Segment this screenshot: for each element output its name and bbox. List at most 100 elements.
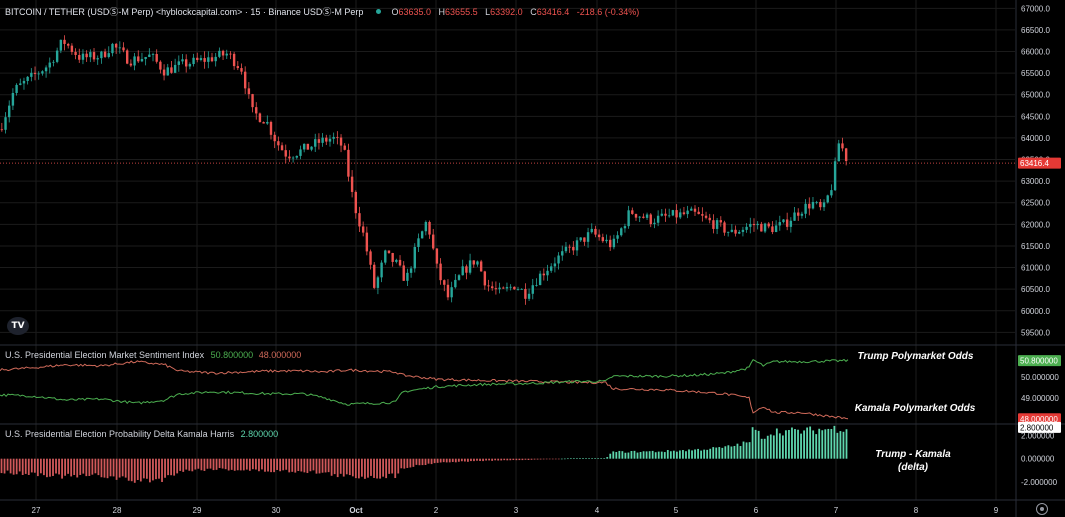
trump-odds-annotation: Trump Polymarket Odds bbox=[857, 351, 974, 362]
time-tick-label: 27 bbox=[32, 506, 41, 515]
kamala-odds-line bbox=[0, 360, 849, 420]
candle-body bbox=[468, 260, 472, 273]
candle-body bbox=[284, 150, 287, 157]
delta-bar bbox=[609, 453, 612, 459]
delta-bar bbox=[391, 458, 394, 474]
delta-bar bbox=[582, 458, 584, 459]
candle-body bbox=[542, 273, 546, 276]
candle-body bbox=[653, 222, 656, 225]
candle-body bbox=[561, 251, 564, 256]
price-tick-label: 66500.0 bbox=[1021, 26, 1050, 35]
candle-body bbox=[0, 129, 4, 131]
delta-bar bbox=[612, 451, 615, 459]
delta-bar bbox=[460, 458, 463, 462]
candle-body bbox=[730, 229, 734, 232]
delta-bar bbox=[503, 458, 506, 461]
time-axis[interactable]: 27 28 29 30 Oct 2 3 4 5 6 7 8 9 bbox=[32, 506, 999, 515]
candle-body bbox=[148, 54, 151, 57]
candle-body bbox=[358, 213, 361, 227]
delta-title[interactable]: U.S. Presidential Election Probability D… bbox=[5, 429, 235, 439]
candle-body bbox=[616, 235, 619, 239]
time-tick-label: 7 bbox=[834, 506, 839, 515]
delta-bar bbox=[182, 458, 185, 472]
delta-bar bbox=[297, 458, 300, 472]
candle-body bbox=[402, 265, 405, 281]
candle-body bbox=[538, 273, 542, 286]
delta-bar bbox=[339, 458, 342, 474]
candle-body bbox=[52, 61, 55, 63]
time-tick-label: 3 bbox=[514, 506, 519, 515]
candle-body bbox=[498, 287, 501, 290]
candle-body bbox=[745, 226, 748, 230]
delta-bar bbox=[397, 458, 400, 474]
tradingview-logo[interactable]: TV bbox=[7, 317, 29, 335]
candle-body bbox=[126, 50, 129, 64]
sentiment-axis[interactable]: 50.000000 49.000000 bbox=[1021, 373, 1059, 403]
settings-icon[interactable] bbox=[1036, 503, 1048, 515]
candle-body bbox=[387, 250, 391, 254]
delta-bar bbox=[497, 458, 500, 461]
candle-body bbox=[572, 246, 575, 251]
candle-body bbox=[424, 221, 428, 232]
delta-bar bbox=[324, 458, 327, 473]
candle-body bbox=[605, 239, 608, 242]
delta-bar bbox=[618, 450, 621, 459]
candle-body bbox=[782, 219, 785, 223]
candle-body bbox=[173, 64, 177, 73]
delta-bar bbox=[312, 458, 315, 471]
delta-bar bbox=[745, 442, 748, 459]
delta-bar bbox=[772, 435, 775, 459]
candle-body bbox=[719, 220, 722, 223]
candle-body bbox=[365, 232, 369, 252]
sentiment-tick-label: 49.000000 bbox=[1021, 394, 1059, 403]
candle-body bbox=[583, 237, 586, 242]
candle-body bbox=[33, 72, 37, 74]
candle-body bbox=[240, 68, 243, 72]
delta-bar bbox=[364, 458, 366, 479]
delta-value: 2.800000 bbox=[240, 429, 279, 439]
candle-body bbox=[715, 220, 719, 229]
price-tick-label: 67000.0 bbox=[1021, 4, 1050, 13]
ohlc-close-label: C bbox=[530, 7, 537, 17]
delta-bar bbox=[15, 458, 18, 475]
symbol-title[interactable]: BITCOIN / TETHER (USDⓈ-M Perp) <hyblockc… bbox=[5, 7, 364, 17]
candle-body bbox=[778, 222, 781, 226]
candle-body bbox=[579, 237, 582, 241]
delta-bar bbox=[242, 458, 245, 471]
delta-bar bbox=[176, 458, 179, 474]
delta-bar bbox=[573, 458, 575, 459]
candle-body bbox=[310, 146, 313, 150]
sentiment-title[interactable]: U.S. Presidential Election Market Sentim… bbox=[5, 350, 205, 360]
candle-body bbox=[575, 240, 579, 251]
time-tick-label: 28 bbox=[113, 506, 122, 515]
delta-bar bbox=[288, 458, 291, 473]
delta-bar bbox=[354, 458, 357, 479]
candle-body bbox=[564, 246, 568, 252]
candle-body bbox=[417, 238, 420, 247]
delta-bar bbox=[545, 458, 548, 460]
price-pane[interactable] bbox=[0, 35, 1015, 305]
price-tick-label: 64000.0 bbox=[1021, 134, 1050, 143]
delta-pane[interactable] bbox=[0, 425, 848, 483]
trump-value-tag-bg bbox=[1018, 355, 1061, 367]
delta-bar bbox=[785, 430, 787, 459]
delta-bar bbox=[488, 458, 491, 461]
delta-bar bbox=[333, 458, 336, 475]
delta-bar bbox=[830, 428, 833, 459]
sentiment-pane[interactable] bbox=[0, 358, 849, 420]
candle-body bbox=[63, 39, 66, 44]
delta-bar bbox=[245, 458, 248, 470]
delta-bar bbox=[766, 435, 769, 459]
price-axis[interactable]: 59500.0 60000.0 60500.0 61000.0 61500.0 62000… bbox=[1021, 4, 1050, 337]
delta-bar bbox=[748, 442, 751, 459]
delta-bar bbox=[418, 458, 421, 466]
delta-bar bbox=[512, 458, 515, 461]
delta-bar bbox=[294, 458, 297, 473]
delta-bar bbox=[809, 426, 812, 459]
candle-body bbox=[446, 284, 450, 298]
delta-axis[interactable]: 2.000000 0.000000 -2.000000 bbox=[1021, 432, 1058, 487]
delta-bar bbox=[285, 458, 288, 470]
delta-bar bbox=[149, 458, 151, 483]
